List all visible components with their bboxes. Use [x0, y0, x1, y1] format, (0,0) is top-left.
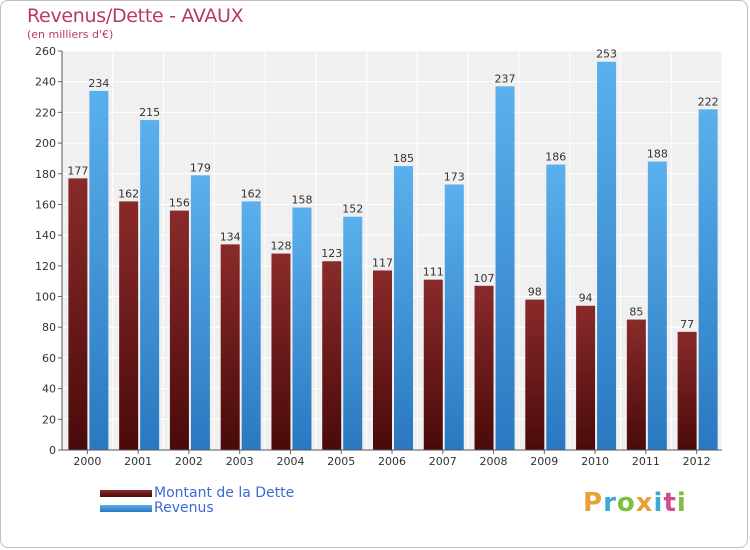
y-tick-label: 120	[35, 260, 56, 273]
bar-revenus-2000	[89, 90, 109, 451]
data-label-revenus-2005: 152	[342, 203, 363, 216]
bar-revenus-2009	[546, 164, 566, 451]
x-tick-label-2003: 2003	[226, 455, 254, 468]
x-tick-label-2006: 2006	[378, 455, 406, 468]
data-label-dette-2004: 128	[270, 240, 291, 253]
data-labels: 177 234 162 215 156 179 134 162 128 158 123 152 117 1…	[67, 48, 718, 331]
x-tick-label-2000: 2000	[73, 455, 101, 468]
x-tick-label-2011: 2011	[632, 455, 660, 468]
bar-dette-2003	[220, 244, 240, 450]
y-tick-label: 40	[42, 383, 56, 396]
data-label-dette-2006: 117	[372, 256, 393, 269]
bar-dette-2009	[525, 299, 545, 450]
logo-letter: t	[663, 488, 677, 518]
x-tick-label-2008: 2008	[480, 455, 508, 468]
x-tick-label-2002: 2002	[175, 455, 203, 468]
x-tick-label-2005: 2005	[327, 455, 355, 468]
data-label-dette-2010: 94	[579, 292, 593, 305]
y-tick-label: 20	[42, 413, 56, 426]
data-label-revenus-2012: 222	[698, 95, 719, 108]
data-label-dette-2012: 77	[680, 318, 694, 331]
data-label-revenus-2001: 215	[139, 106, 160, 119]
legend-swatch-revenus	[100, 504, 152, 512]
bars	[68, 61, 718, 451]
axes: 0 20 40 60 80 100 120 140 160 180 200 220 240 260 2000…	[35, 45, 722, 468]
y-tick-label: 200	[35, 137, 56, 150]
data-label-dette-2000: 177	[67, 164, 88, 177]
y-tick-label: 80	[42, 321, 56, 334]
bar-revenus-2008	[495, 86, 515, 451]
data-label-dette-2011: 85	[629, 306, 643, 319]
bar-dette-2002	[169, 210, 189, 450]
data-label-revenus-2010: 253	[596, 48, 617, 61]
data-label-dette-2005: 123	[321, 247, 342, 260]
y-tick-label: 100	[35, 291, 56, 304]
bar-revenus-2011	[647, 161, 667, 450]
data-label-revenus-2002: 179	[190, 161, 211, 174]
bar-dette-2010	[576, 305, 596, 450]
legend-swatch-dette	[100, 489, 152, 497]
bar-dette-2012	[677, 331, 697, 450]
x-tick-label-2012: 2012	[683, 455, 711, 468]
data-label-revenus-2011: 188	[647, 147, 668, 160]
bar-dette-2007	[423, 279, 443, 450]
data-label-revenus-2009: 186	[545, 151, 566, 164]
bar-revenus-2012	[698, 109, 718, 451]
bar-dette-2000	[68, 178, 88, 450]
proxiti-logo: Proxiti	[583, 488, 687, 518]
legend-label-revenus: Revenus	[154, 500, 214, 516]
logo-letter: o	[616, 488, 636, 518]
x-tick-label-2001: 2001	[124, 455, 152, 468]
bar-revenus-2001	[140, 120, 160, 451]
x-tick-label-2009: 2009	[530, 455, 558, 468]
legend-item-revenus: Revenus	[100, 500, 214, 516]
logo-letter: i	[653, 488, 664, 518]
bar-dette-2005	[322, 261, 342, 450]
data-label-dette-2003: 134	[220, 230, 241, 243]
legend-item-dette: Montant de la Dette	[100, 485, 294, 501]
bar-dette-2011	[626, 319, 646, 450]
y-tick-label: 160	[35, 198, 56, 211]
data-label-dette-2002: 156	[169, 197, 190, 210]
x-tick-label-2007: 2007	[429, 455, 457, 468]
data-label-revenus-2003: 162	[241, 187, 262, 200]
bar-dette-2001	[119, 201, 139, 450]
chart-subtitle: (en milliers d'€)	[27, 28, 114, 41]
bar-revenus-2006	[394, 166, 413, 450]
y-tick-label: 60	[42, 352, 56, 365]
data-label-dette-2007: 111	[423, 266, 444, 279]
logo-letter: i	[676, 488, 687, 518]
x-tick-label-2010: 2010	[581, 455, 609, 468]
y-tick-label: 260	[35, 45, 56, 58]
bar-revenus-2002	[190, 175, 210, 451]
y-tick-label: 180	[35, 168, 56, 181]
bar-revenus-2005	[343, 216, 363, 450]
y-tick-label: 220	[35, 106, 56, 119]
bar-dette-2004	[271, 253, 291, 450]
x-tick-label-2004: 2004	[276, 455, 304, 468]
bar-revenus-2004	[292, 207, 312, 450]
data-label-revenus-2004: 158	[291, 194, 312, 207]
data-label-revenus-2007: 173	[444, 171, 465, 184]
data-label-revenus-2000: 234	[88, 77, 109, 90]
y-tick-label: 0	[49, 444, 56, 457]
legend-label-dette: Montant de la Dette	[154, 485, 295, 501]
data-label-revenus-2008: 237	[495, 72, 516, 85]
logo-letter: r	[603, 488, 617, 518]
data-label-revenus-2006: 185	[393, 152, 414, 165]
logo-letter: P	[583, 488, 604, 518]
bar-revenus-2007	[444, 184, 464, 450]
data-label-dette-2008: 107	[474, 272, 495, 285]
bar-revenus-2003	[241, 201, 261, 450]
bar-revenus-2010	[597, 61, 617, 450]
bar-dette-2008	[474, 285, 494, 450]
chart-title: Revenus/Dette - AVAUX	[27, 5, 244, 27]
logo-letter: x	[635, 488, 654, 518]
y-tick-label: 240	[35, 76, 56, 89]
data-label-dette-2009: 98	[528, 286, 542, 299]
y-tick-label: 140	[35, 229, 56, 242]
bar-dette-2006	[373, 270, 392, 450]
data-label-dette-2001: 162	[118, 187, 139, 200]
